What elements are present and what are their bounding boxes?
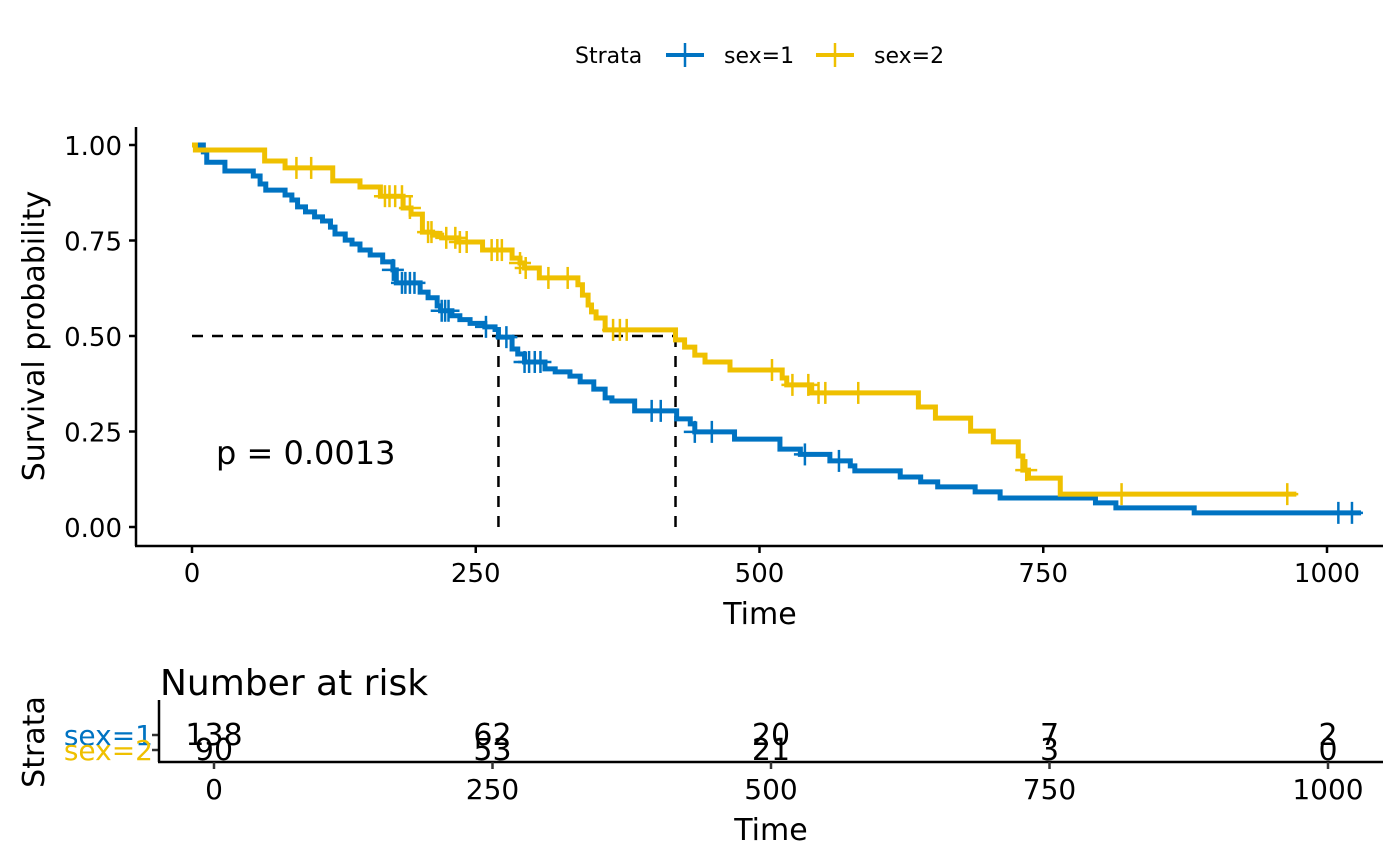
legend: Strata sex=1 sex=2 [575,43,944,69]
x-tick-label: 500 [735,559,785,589]
risk-x-tick-label: 500 [744,773,797,806]
survival-curve-sex1 [192,142,1362,516]
risk-table: Number at risk Strata sex=1 138 62 20 7 2 sex=… [17,663,1383,848]
risk-count: 2 [1318,718,1337,753]
y-tick-label: 1.00 [64,132,122,162]
y-tick-label: 0.75 [64,228,122,258]
x-tick-label: 250 [451,559,501,589]
risk-count: 0 [1318,733,1337,768]
legend-key-sex1 [666,43,704,67]
risk-x-tick-label: 250 [466,773,519,806]
x-tick-label: 1000 [1294,559,1360,589]
risk-table-x-label: Time [733,813,807,848]
risk-count: 20 [752,718,790,753]
risk-table-x-ticks: 0 250 500 750 1000 [205,762,1364,806]
legend-label-sex2: sex=2 [874,44,944,69]
median-lines [192,334,677,527]
censor-marks [285,156,1363,524]
legend-key-sex2 [816,43,854,67]
legend-label-sex1: sex=1 [724,44,794,69]
y-tick-label: 0.50 [64,323,122,353]
risk-row-label: sex=2 [64,734,153,767]
legend-title: Strata [575,44,642,69]
risk-count: 7 [1040,718,1059,753]
risk-x-tick-label: 1000 [1292,773,1363,806]
y-axis-ticks: 0.00 0.25 0.50 0.75 1.00 [64,132,136,544]
x-axis-label: Time [722,597,796,632]
survival-plot: 0.00 0.25 0.50 0.75 1.00 0 250 500 750 1000 Time… [17,127,1383,632]
risk-count: 62 [473,718,511,753]
x-axis-ticks: 0 250 500 750 1000 [184,546,1360,589]
y-tick-label: 0.25 [64,419,122,449]
y-tick-label: 0.00 [64,514,122,544]
x-tick-label: 0 [184,559,201,589]
risk-table-title: Number at risk [160,663,428,704]
risk-table-y-label: Strata [17,696,52,788]
risk-count: 3 [1040,733,1059,768]
x-tick-label: 750 [1018,559,1068,589]
y-axis-label: Survival probability [17,191,52,482]
risk-x-tick-label: 0 [205,773,223,806]
p-value-annotation: p = 0.0013 [216,434,395,472]
risk-count: 138 [185,718,242,753]
risk-x-tick-label: 750 [1023,773,1076,806]
risk-row-label: sex=1 [64,719,153,752]
